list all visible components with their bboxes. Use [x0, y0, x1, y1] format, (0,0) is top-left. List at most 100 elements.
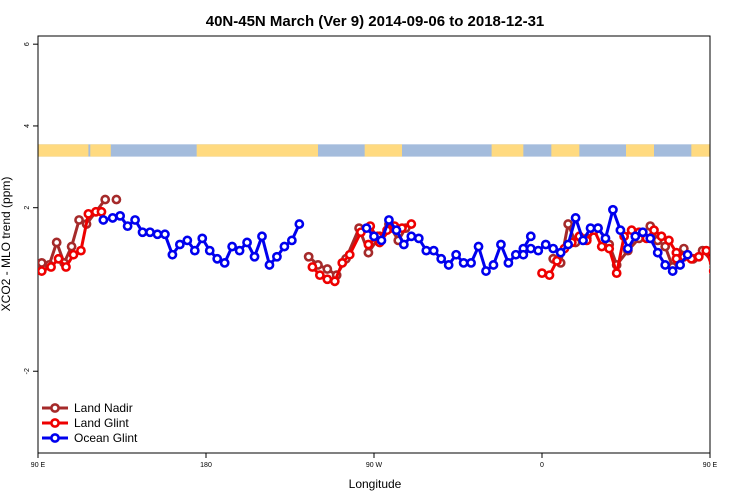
data-point: [264, 260, 275, 270]
data-point: [466, 257, 476, 268]
data-point: [322, 274, 333, 285]
data-point: [585, 223, 596, 234]
x-tick-label: 180: [200, 462, 212, 469]
data-point: [630, 231, 641, 242]
land-segment: [691, 144, 710, 157]
land-segment: [551, 144, 580, 157]
data-point: [145, 227, 155, 238]
data-point: [436, 253, 447, 264]
data-point: [622, 243, 633, 254]
data-point: [525, 243, 536, 254]
data-point: [406, 231, 417, 242]
data-point: [74, 215, 84, 225]
data-point: [615, 225, 626, 236]
data-point: [68, 249, 79, 260]
x-tick-label: 0: [540, 462, 544, 469]
y-tick-label: 6: [24, 42, 31, 46]
y-tick-label: 4: [24, 124, 31, 128]
legend-label: Land Nadir: [74, 401, 133, 415]
data-point: [294, 219, 305, 229]
land-segment: [364, 144, 402, 157]
data-point: [303, 251, 314, 262]
data-point: [593, 223, 603, 234]
land-segment: [491, 144, 524, 157]
land-segment: [38, 144, 89, 157]
data-point: [675, 260, 686, 270]
data-point: [76, 245, 86, 256]
data-point: [98, 215, 109, 225]
data-point: [660, 260, 671, 270]
data-point: [130, 215, 140, 225]
data-point: [608, 204, 618, 215]
data-point: [496, 239, 506, 250]
data-point: [212, 253, 223, 264]
data-point: [363, 247, 374, 258]
data-point: [548, 243, 559, 254]
data-point: [329, 276, 340, 287]
data-point: [428, 245, 439, 256]
data-point: [611, 268, 622, 279]
legend-marker: [50, 403, 60, 413]
data-point: [443, 260, 454, 270]
data-point: [137, 227, 148, 238]
data-point: [384, 215, 394, 225]
data-point: [96, 206, 107, 217]
data-point: [667, 266, 678, 276]
y-tick-label: 2: [24, 206, 31, 210]
y-tick-label: -2: [24, 368, 31, 374]
legend-label: Ocean Glint: [74, 431, 138, 445]
data-point: [279, 241, 290, 252]
data-point: [701, 245, 710, 256]
data-point: [242, 237, 252, 248]
data-point: [234, 245, 245, 256]
data-point: [537, 268, 547, 279]
data-point: [337, 257, 348, 268]
data-point: [307, 262, 318, 272]
series-layer: [38, 194, 710, 287]
data-point: [413, 233, 424, 244]
data-point: [578, 235, 588, 246]
data-point: [552, 255, 562, 266]
data-point: [596, 241, 607, 252]
x-tick-label: 90 E: [31, 462, 46, 469]
data-point: [682, 249, 693, 260]
data-point: [637, 227, 648, 238]
data-point: [544, 270, 555, 281]
data-point: [100, 194, 111, 205]
y-axis-label: XCO2 - MLO trend (ppm): [0, 177, 13, 312]
data-point: [272, 251, 282, 262]
data-point: [600, 233, 611, 244]
data-point: [649, 225, 659, 236]
data-point: [406, 219, 417, 229]
data-point: [473, 241, 484, 252]
series-ocean-glint: [98, 204, 693, 276]
data-point: [66, 241, 77, 252]
data-point: [51, 237, 62, 248]
data-point: [652, 247, 663, 258]
data-point: [645, 233, 656, 244]
legend-marker: [50, 433, 60, 443]
data-point: [38, 257, 47, 268]
data-point: [604, 243, 615, 254]
data-point: [525, 231, 536, 242]
data-point: [488, 260, 499, 270]
data-point: [421, 245, 432, 256]
data-point: [115, 210, 126, 221]
data-point: [314, 270, 325, 281]
data-point: [322, 264, 333, 274]
data-point: [451, 249, 462, 260]
data-point: [398, 239, 409, 250]
data-point: [160, 229, 170, 240]
data-point: [152, 229, 163, 240]
data-point: [197, 233, 208, 244]
data-point: [53, 253, 64, 264]
data-point: [391, 225, 402, 236]
data-point: [286, 235, 297, 246]
chart-title: 40N-45N March (Ver 9) 2014-09-06 to 2018…: [206, 13, 545, 30]
data-point: [656, 231, 667, 242]
data-point: [257, 231, 267, 242]
data-point: [167, 249, 178, 260]
land-segment: [90, 144, 111, 157]
data-point: [503, 257, 514, 268]
